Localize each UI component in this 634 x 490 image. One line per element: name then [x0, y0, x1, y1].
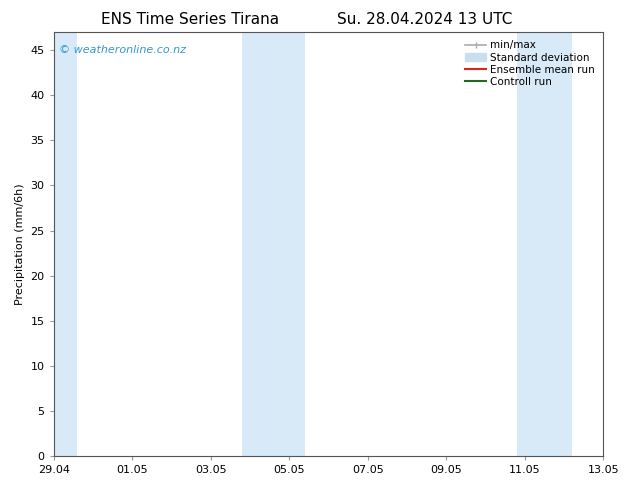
Bar — [242, 32, 305, 456]
Legend: min/max, Standard deviation, Ensemble mean run, Controll run: min/max, Standard deviation, Ensemble me… — [462, 37, 598, 90]
Bar — [517, 32, 572, 456]
Bar — [50, 32, 77, 456]
Text: © weatheronline.co.nz: © weatheronline.co.nz — [59, 45, 186, 55]
Text: Su. 28.04.2024 13 UTC: Su. 28.04.2024 13 UTC — [337, 12, 512, 27]
Text: ENS Time Series Tirana: ENS Time Series Tirana — [101, 12, 279, 27]
Y-axis label: Precipitation (mm/6h): Precipitation (mm/6h) — [15, 183, 25, 305]
